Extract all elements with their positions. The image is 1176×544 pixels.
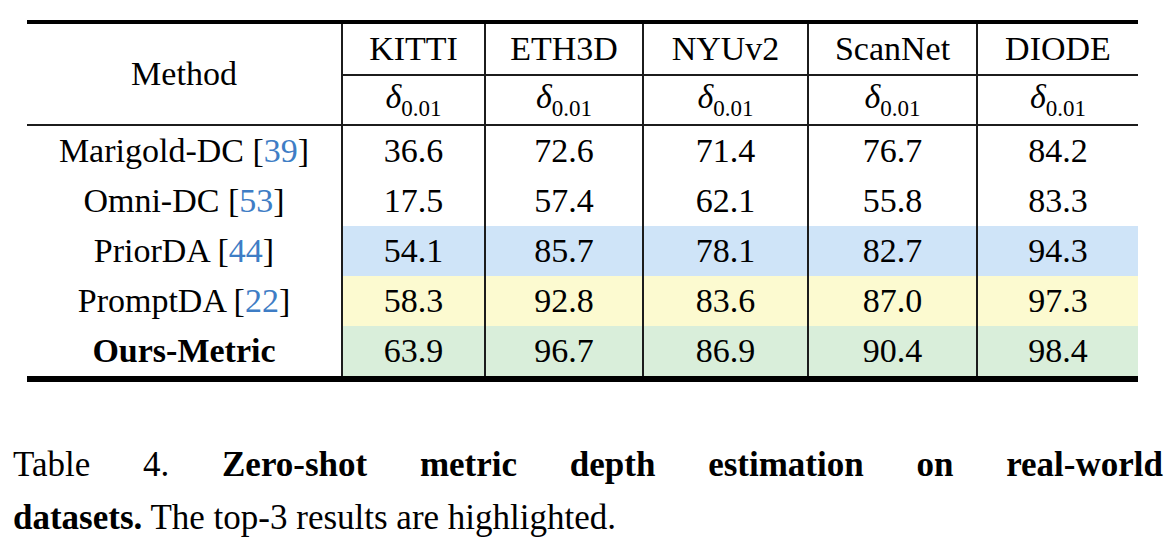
citation-link[interactable]: 39: [264, 132, 298, 169]
method-name: Omni-DC: [83, 182, 219, 219]
caption-bold-title-cont: datasets.: [13, 498, 142, 537]
method-cell: Ours-Metric: [27, 326, 342, 379]
cite-bracket: ]: [298, 132, 309, 169]
value-cell: 71.4: [643, 125, 808, 176]
caption-bold-title: Zero-shot metric depth estimation on rea…: [222, 445, 1163, 484]
method-cell: Omni-DC [53]: [27, 176, 342, 226]
value-cell: 78.1: [643, 226, 808, 276]
value-cell: 58.3: [342, 276, 485, 326]
value-cell: 62.1: [643, 176, 808, 226]
table-row-marigold-dc: Marigold-DC [39] 36.6 72.6 71.4 76.7 84.…: [27, 125, 1138, 176]
value-cell: 72.6: [485, 125, 643, 176]
value-cell: 98.4: [977, 326, 1138, 379]
delta-threshold: 0.01: [401, 96, 441, 121]
metric-delta-header-kitti: δ0.01: [342, 75, 485, 125]
method-name: PriorDA: [94, 232, 209, 269]
delta-symbol: δ: [536, 78, 552, 115]
metric-delta-header-eth3d: δ0.01: [485, 75, 643, 125]
value-cell: 55.8: [808, 176, 977, 226]
method-name: Ours-Metric: [92, 332, 275, 369]
value-cell: 97.3: [977, 276, 1138, 326]
value-cell: 83.6: [643, 276, 808, 326]
delta-threshold: 0.01: [880, 96, 920, 121]
delta-symbol: δ: [1030, 78, 1046, 115]
value-cell: 96.7: [485, 326, 643, 379]
value-cell: 84.2: [977, 125, 1138, 176]
value-cell: 87.0: [808, 276, 977, 326]
method-cell: Marigold-DC [39]: [27, 125, 342, 176]
value-cell: 76.7: [808, 125, 977, 176]
column-header-nyuv2: NYUv2: [643, 22, 808, 75]
method-cell: PriorDA [44]: [27, 226, 342, 276]
value-cell: 83.3: [977, 176, 1138, 226]
cite-bracket: ]: [263, 232, 274, 269]
column-header-eth3d: ETH3D: [485, 22, 643, 75]
metric-delta-header-scannet: δ0.01: [808, 75, 977, 125]
table-caption: Table 4. Zero-shot metric depth estimati…: [13, 438, 1163, 544]
table-row-ours-metric: Ours-Metric 63.9 96.7 86.9 90.4 98.4: [27, 326, 1138, 379]
value-cell: 57.4: [485, 176, 643, 226]
metric-delta-header-nyuv2: δ0.01: [643, 75, 808, 125]
caption-label: Table 4.: [13, 445, 169, 484]
column-header-kitti: KITTI: [342, 22, 485, 75]
value-cell: 90.4: [808, 326, 977, 379]
method-name: Marigold-DC: [59, 132, 244, 169]
table-row-promptda: PromptDA [22] 58.3 92.8 83.6 87.0 97.3: [27, 276, 1138, 326]
citation-link[interactable]: 44: [229, 232, 263, 269]
table-row-priorda: PriorDA [44] 54.1 85.7 78.1 82.7 94.3: [27, 226, 1138, 276]
delta-symbol: δ: [385, 78, 401, 115]
caption-line-2: datasets. The top-3 results are highligh…: [13, 491, 1163, 544]
cite-bracket: ]: [273, 182, 284, 219]
value-cell: 54.1: [342, 226, 485, 276]
citation-link[interactable]: 22: [245, 282, 279, 319]
method-column-header: Method: [27, 22, 342, 125]
value-cell: 94.3: [977, 226, 1138, 276]
value-cell: 85.7: [485, 226, 643, 276]
results-table: Method KITTI ETH3D NYUv2 ScanNet DIODE δ…: [27, 20, 1138, 382]
cite-bracket: [: [209, 232, 229, 269]
value-cell: 17.5: [342, 176, 485, 226]
column-header-diode: DIODE: [977, 22, 1138, 75]
table-row-omni-dc: Omni-DC [53] 17.5 57.4 62.1 55.8 83.3: [27, 176, 1138, 226]
citation-link[interactable]: 53: [239, 182, 273, 219]
dataset-header-row: Method KITTI ETH3D NYUv2 ScanNet DIODE: [27, 22, 1138, 75]
delta-threshold: 0.01: [1046, 96, 1086, 121]
column-header-scannet: ScanNet: [808, 22, 977, 75]
value-cell: 86.9: [643, 326, 808, 379]
value-cell: 36.6: [342, 125, 485, 176]
delta-threshold: 0.01: [713, 96, 753, 121]
cite-bracket: ]: [279, 282, 290, 319]
paper-page: Method KITTI ETH3D NYUv2 ScanNet DIODE δ…: [0, 0, 1176, 544]
caption-text: The top-3 results are highlighted.: [150, 498, 616, 537]
method-name: PromptDA: [78, 282, 225, 319]
cite-bracket: [: [244, 132, 264, 169]
caption-line-1: Table 4. Zero-shot metric depth estimati…: [13, 438, 1163, 491]
delta-symbol: δ: [697, 78, 713, 115]
cite-bracket: [: [219, 182, 239, 219]
value-cell: 82.7: [808, 226, 977, 276]
metric-delta-header-diode: δ0.01: [977, 75, 1138, 125]
value-cell: 63.9: [342, 326, 485, 379]
value-cell: 92.8: [485, 276, 643, 326]
method-cell: PromptDA [22]: [27, 276, 342, 326]
cite-bracket: [: [225, 282, 245, 319]
delta-threshold: 0.01: [552, 96, 592, 121]
delta-symbol: δ: [864, 78, 880, 115]
